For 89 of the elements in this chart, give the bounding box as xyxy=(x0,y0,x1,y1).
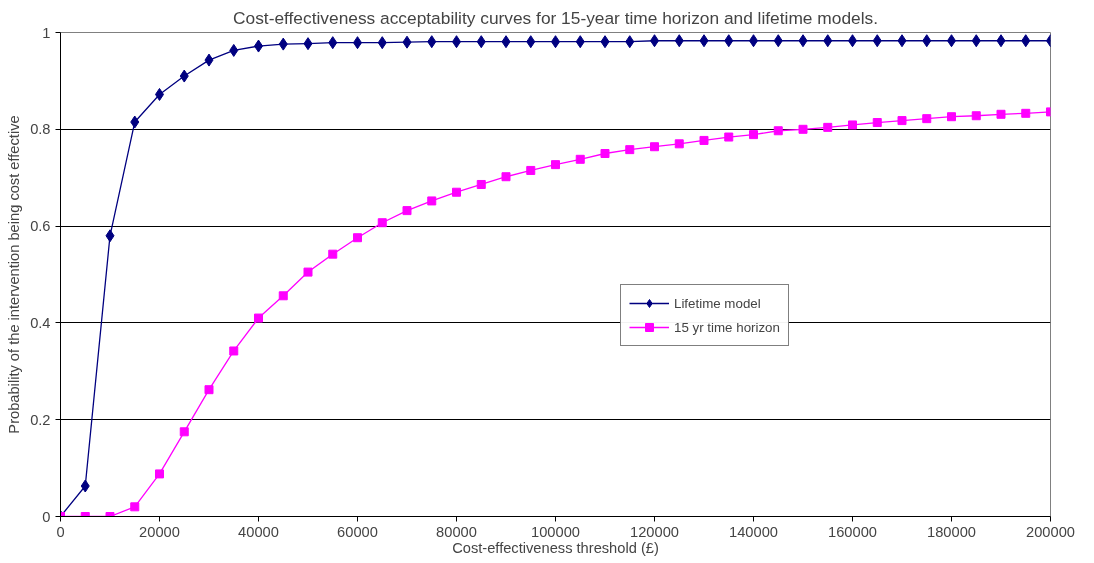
point xyxy=(798,34,808,48)
point xyxy=(377,218,387,228)
x-tick-label: 0 xyxy=(56,523,65,540)
point xyxy=(130,502,140,512)
point xyxy=(328,36,338,50)
point xyxy=(971,111,981,121)
x-tick-label: 20000 xyxy=(139,523,180,540)
point xyxy=(328,249,338,259)
point xyxy=(947,112,956,122)
point xyxy=(204,385,214,395)
x-tick-label: 200000 xyxy=(1026,523,1075,540)
point xyxy=(872,118,882,128)
chart-title: Cost-effectiveness acceptability curves for 15-year time horizon and lifetime models. xyxy=(233,7,878,28)
legend-label: Lifetime model xyxy=(674,295,761,311)
point xyxy=(674,34,684,48)
point xyxy=(872,34,882,48)
legend-label: 15 yr time horizon xyxy=(674,319,780,335)
x-tick-label: 160000 xyxy=(828,523,877,540)
point xyxy=(600,149,610,158)
point xyxy=(254,313,263,323)
point xyxy=(155,469,164,479)
point xyxy=(848,120,857,130)
point xyxy=(130,115,140,129)
point xyxy=(303,267,313,277)
point xyxy=(699,135,709,145)
point xyxy=(996,34,1006,48)
point xyxy=(971,34,981,48)
x-tick-label: 120000 xyxy=(630,523,679,540)
point xyxy=(278,37,288,51)
point xyxy=(773,34,783,48)
y-tick-label: 0.4 xyxy=(30,314,51,331)
point xyxy=(1021,34,1031,48)
y-tick-label: 0.2 xyxy=(30,411,51,428)
x-tick-label: 80000 xyxy=(436,523,477,540)
point xyxy=(427,35,437,49)
point xyxy=(402,206,412,216)
point xyxy=(353,233,362,243)
y-axis-title: Probability of the intervention being cost effective xyxy=(6,115,23,434)
point xyxy=(204,53,214,67)
point xyxy=(179,69,189,83)
x-tick-label: 180000 xyxy=(927,523,976,540)
point xyxy=(625,145,635,155)
y-tick-label: 1 xyxy=(42,24,51,41)
point xyxy=(1021,108,1031,118)
point xyxy=(575,154,585,164)
point xyxy=(229,43,239,57)
point xyxy=(773,126,783,136)
point xyxy=(551,160,560,170)
point xyxy=(402,35,412,49)
point xyxy=(575,35,585,49)
point xyxy=(922,34,932,48)
x-tick-label: 60000 xyxy=(337,523,378,540)
point xyxy=(303,37,313,51)
point xyxy=(526,35,536,49)
point xyxy=(823,122,833,132)
point xyxy=(650,142,659,152)
y-tick-label: 0 xyxy=(42,508,51,525)
point xyxy=(476,179,486,189)
point xyxy=(377,36,387,50)
point xyxy=(179,427,189,437)
point xyxy=(229,346,239,356)
point xyxy=(452,187,461,197)
point xyxy=(476,35,486,49)
point xyxy=(501,35,511,49)
point xyxy=(922,114,932,124)
x-axis-title: Cost-effectiveness threshold (£) xyxy=(452,539,659,556)
point xyxy=(105,229,115,243)
point xyxy=(501,172,511,182)
point xyxy=(699,34,709,48)
point xyxy=(798,124,808,134)
y-tick-label: 0.6 xyxy=(30,218,51,235)
point xyxy=(278,291,288,301)
point xyxy=(823,34,833,48)
point xyxy=(427,196,437,206)
point xyxy=(996,109,1006,119)
point xyxy=(724,34,734,48)
point xyxy=(600,35,610,49)
x-tick-label: 40000 xyxy=(238,523,279,540)
point xyxy=(80,479,90,493)
point xyxy=(674,139,684,149)
point xyxy=(526,165,536,175)
y-tick-label: 0.8 xyxy=(30,121,51,138)
point xyxy=(897,34,907,48)
point xyxy=(897,116,907,126)
x-tick-label: 140000 xyxy=(729,523,778,540)
x-tick-label: 100000 xyxy=(531,523,580,540)
point xyxy=(625,35,635,49)
point xyxy=(724,132,734,142)
point xyxy=(749,130,758,140)
